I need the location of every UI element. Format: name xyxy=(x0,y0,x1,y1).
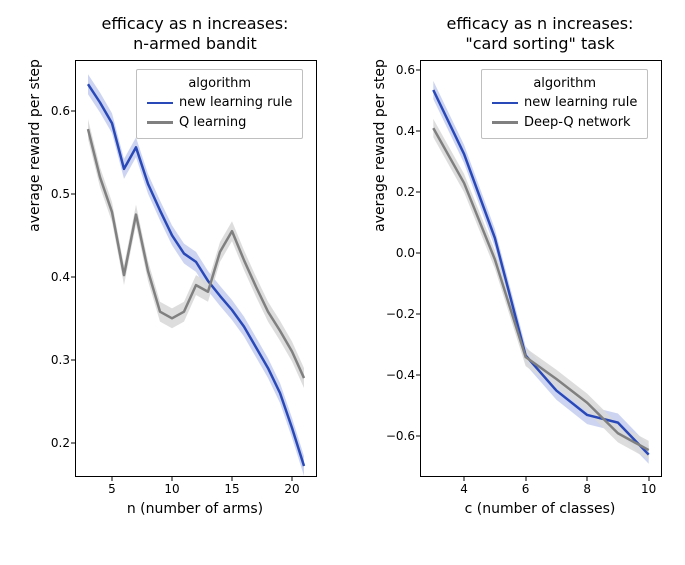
left-xtick-label: 15 xyxy=(224,482,239,496)
right-ytick-mark xyxy=(416,192,421,193)
right-subplot: efficacy as n increases: "card sorting" … xyxy=(420,60,660,475)
right-ytick-label: −0.2 xyxy=(386,307,415,321)
right-ytick-mark xyxy=(416,314,421,315)
right-ytick-mark xyxy=(416,70,421,71)
right-series-band xyxy=(433,119,648,459)
figure: efficacy as n increases: n-armed bandit … xyxy=(0,0,685,565)
left-xtick-mark xyxy=(292,476,293,481)
right-legend-label: Deep-Q network xyxy=(524,113,631,133)
right-xtick-mark xyxy=(464,476,465,481)
left-xtick-mark xyxy=(232,476,233,481)
left-ytick-label: 0.5 xyxy=(51,187,70,201)
left-ytick-mark xyxy=(71,442,76,443)
left-legend-label: Q learning xyxy=(179,113,246,133)
left-legend-swatch xyxy=(147,102,173,105)
right-legend-label: new learning rule xyxy=(524,93,637,113)
right-ytick-mark xyxy=(416,253,421,254)
left-legend: algorithm new learning ruleQ learning xyxy=(136,69,303,139)
right-ytick-label: 0.4 xyxy=(396,124,415,138)
left-ytick-mark xyxy=(71,193,76,194)
left-xtick-label: 20 xyxy=(284,482,299,496)
right-series-line xyxy=(433,90,648,455)
right-xtick-mark xyxy=(587,476,588,481)
right-legend-entry: Deep-Q network xyxy=(492,113,637,133)
right-xtick-mark xyxy=(648,476,649,481)
right-legend: algorithm new learning ruleDeep-Q networ… xyxy=(481,69,648,139)
right-ytick-label: 0.2 xyxy=(396,185,415,199)
right-xtick-label: 6 xyxy=(522,482,530,496)
right-series-line xyxy=(433,128,648,450)
right-chart-title: efficacy as n increases: "card sorting" … xyxy=(420,14,660,54)
left-ytick-label: 0.4 xyxy=(51,270,70,284)
left-ytick-label: 0.2 xyxy=(51,436,70,450)
right-ytick-label: −0.6 xyxy=(386,429,415,443)
left-subplot: efficacy as n increases: n-armed bandit … xyxy=(75,60,315,475)
left-legend-label: new learning rule xyxy=(179,93,292,113)
left-legend-swatch xyxy=(147,121,173,124)
left-xtick-label: 5 xyxy=(108,482,116,496)
left-legend-entry: new learning rule xyxy=(147,93,292,113)
left-ytick-mark xyxy=(71,110,76,111)
left-chart-title: efficacy as n increases: n-armed bandit xyxy=(75,14,315,54)
right-xtick-label: 8 xyxy=(583,482,591,496)
left-ytick-mark xyxy=(71,276,76,277)
right-x-axis-label: c (number of classes) xyxy=(420,501,660,517)
right-xtick-mark xyxy=(525,476,526,481)
right-y-axis-label: average reward per step xyxy=(372,0,388,353)
right-ytick-mark xyxy=(416,375,421,376)
left-xtick-mark xyxy=(112,476,113,481)
left-x-axis-label: n (number of arms) xyxy=(75,501,315,517)
right-ytick-label: −0.4 xyxy=(386,368,415,382)
right-legend-swatch xyxy=(492,121,518,124)
left-y-axis-label: average reward per step xyxy=(27,0,43,353)
right-legend-title: algorithm xyxy=(492,76,637,91)
right-xtick-label: 4 xyxy=(460,482,468,496)
left-ytick-label: 0.3 xyxy=(51,353,70,367)
left-ytick-mark xyxy=(71,359,76,360)
left-xtick-mark xyxy=(172,476,173,481)
right-xtick-label: 10 xyxy=(641,482,656,496)
right-ytick-label: 0.0 xyxy=(396,246,415,260)
right-legend-swatch xyxy=(492,102,518,105)
left-legend-title: algorithm xyxy=(147,76,292,91)
right-ytick-mark xyxy=(416,436,421,437)
right-plot-area: algorithm new learning ruleDeep-Q networ… xyxy=(420,60,662,477)
left-plot-area: algorithm new learning ruleQ learning 51… xyxy=(75,60,317,477)
right-legend-entry: new learning rule xyxy=(492,93,637,113)
right-ytick-label: 0.6 xyxy=(396,63,415,77)
left-xtick-label: 10 xyxy=(164,482,179,496)
left-ytick-label: 0.6 xyxy=(51,104,70,118)
left-legend-entry: Q learning xyxy=(147,113,292,133)
right-ytick-mark xyxy=(416,131,421,132)
